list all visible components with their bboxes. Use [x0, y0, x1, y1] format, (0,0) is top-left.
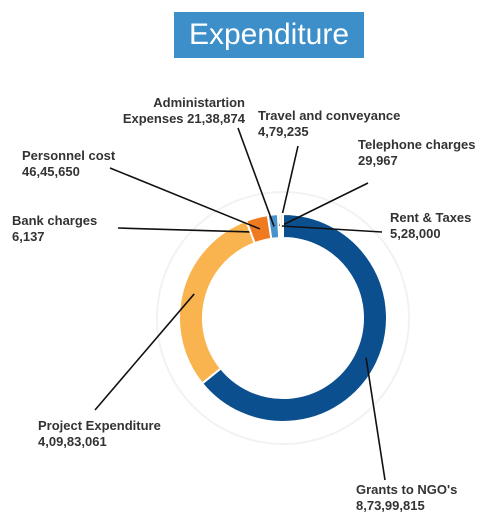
- slice-name: Bank charges: [12, 213, 98, 228]
- leader-line: [278, 145, 299, 227]
- leader-line: [281, 225, 383, 233]
- slice-label: Bank charges 6,137: [12, 213, 97, 245]
- slice: [178, 219, 257, 385]
- slice-name: Project Expenditure: [38, 418, 161, 433]
- slice: [279, 212, 284, 240]
- slice-value: 5,28,000: [390, 226, 441, 241]
- slice-value: 21,38,874: [187, 111, 245, 126]
- leader-line: [365, 357, 386, 481]
- leader-line: [94, 293, 195, 411]
- slice-value: 29,967: [358, 153, 398, 168]
- outer-ring: [156, 191, 410, 445]
- slice-name: Rent & Taxes: [390, 210, 472, 225]
- slice: [200, 212, 388, 423]
- slice-name: Telephone charges: [358, 137, 476, 152]
- leader-line: [109, 167, 261, 230]
- slice-value: 8,73,99,815: [356, 498, 425, 513]
- slice-name: Personnel cost: [22, 148, 116, 163]
- leader-line: [117, 227, 251, 233]
- slice-label: Personnel cost 46,45,650: [22, 148, 115, 180]
- slice-value: 46,45,650: [22, 164, 80, 179]
- slice-label: Telephone charges 29,967: [358, 137, 476, 169]
- chart-title: Expenditure: [174, 12, 364, 58]
- slice-label: Travel and conveyance 4,79,235: [258, 108, 400, 140]
- leader-line: [237, 127, 275, 227]
- leader-line: [280, 182, 369, 227]
- slice-value: 6,137: [12, 229, 45, 244]
- slice-value: 4,09,83,061: [38, 434, 107, 449]
- slice-label: Grants to NGO's 8,73,99,815: [356, 482, 457, 514]
- slice-value: 4,79,235: [258, 124, 309, 139]
- slice-name: Travel and conveyance: [258, 108, 401, 123]
- slice-label: Rent & Taxes 5,28,000: [390, 210, 471, 242]
- slice-name: Administartion Expenses: [122, 95, 245, 126]
- slice-name: Grants to NGO's: [356, 482, 458, 497]
- slice-label: Project Expenditure 4,09,83,061: [38, 418, 161, 450]
- slice-label: Administartion Expenses 21,38,874: [100, 95, 245, 127]
